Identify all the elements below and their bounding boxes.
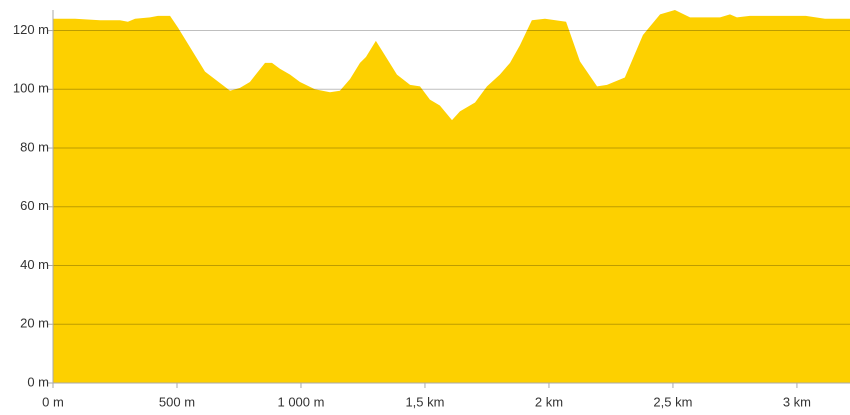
x-tick-label: 3 km [783,394,811,409]
y-tick-label: 80 m [20,139,49,154]
y-tick-label: 0 m [27,374,49,389]
x-tick-label: 2,5 km [653,394,692,409]
y-tick-label: 100 m [13,81,49,96]
y-tick-label: 40 m [20,257,49,272]
x-tick-label: 1 000 m [277,394,324,409]
elevation-area [53,10,850,383]
x-tick-label: 2 km [535,394,563,409]
y-tick-label: 120 m [13,22,49,37]
x-tick-label: 0 m [42,394,64,409]
x-tick-label: 500 m [159,394,195,409]
y-tick-label: 60 m [20,198,49,213]
y-tick-label: 20 m [20,316,49,331]
x-tick-label: 1,5 km [405,394,444,409]
